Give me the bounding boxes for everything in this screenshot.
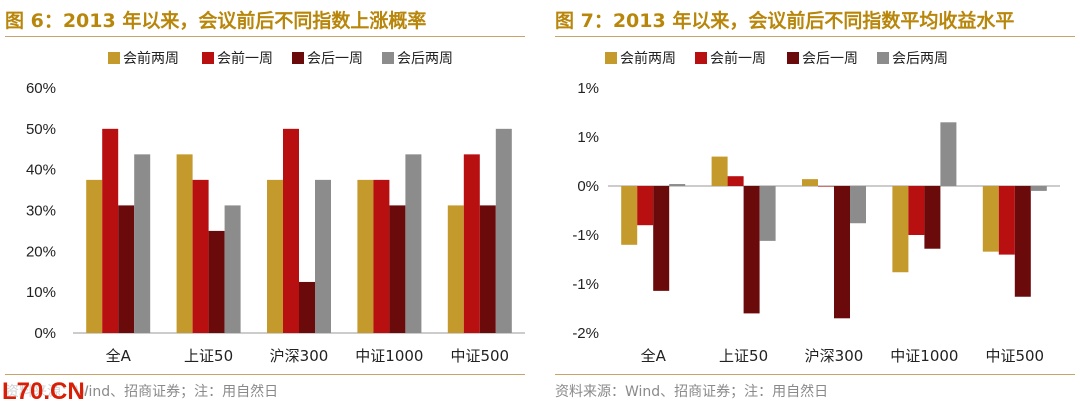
source-divider xyxy=(5,374,525,375)
bar-4 xyxy=(134,154,151,333)
x-category-label: 上证50 xyxy=(184,347,233,365)
bar-2 xyxy=(373,179,390,333)
source-note: 资料来源：Wind、招商证券；注：用自然日 xyxy=(555,384,829,400)
y-tick-label: 1% xyxy=(577,129,599,146)
bar-1 xyxy=(621,186,638,245)
watermark-logo: L70.CN xyxy=(2,378,85,406)
y-tick-label: -2% xyxy=(572,325,599,342)
x-category-label: 中证500 xyxy=(450,347,509,365)
x-category-label: 上证50 xyxy=(719,347,768,365)
bar-2 xyxy=(102,128,119,333)
bar-4 xyxy=(759,186,776,241)
legend-label: 会前一周 xyxy=(217,50,273,67)
legend-swatch xyxy=(695,52,707,64)
bar-1 xyxy=(982,186,999,252)
legend-swatch xyxy=(108,52,120,64)
legend-swatch xyxy=(605,52,617,64)
legend-swatch xyxy=(202,52,214,64)
bar-3 xyxy=(389,205,406,333)
y-tick-label: 1% xyxy=(577,80,599,97)
bar-1 xyxy=(176,154,193,333)
legend-swatch xyxy=(787,52,799,64)
bar-4 xyxy=(1030,186,1047,191)
legend-swatch xyxy=(382,52,394,64)
y-tick-label: 10% xyxy=(26,284,56,301)
bar-2 xyxy=(637,186,654,226)
legend-swatch xyxy=(292,52,304,64)
legend-label: 会后两周 xyxy=(892,51,948,67)
bar-2 xyxy=(283,128,299,333)
bar-3 xyxy=(208,230,225,333)
y-tick-label: 20% xyxy=(26,243,56,260)
bar-3 xyxy=(1014,186,1031,297)
y-tick-label: 0% xyxy=(34,325,56,342)
chart-title: 图 7：2013 年以来，会议前后不同指数平均收益水平 xyxy=(555,10,1015,32)
y-tick-label: 40% xyxy=(26,162,56,179)
bar-1 xyxy=(892,186,909,273)
y-tick-label: 30% xyxy=(26,203,56,220)
bar-4 xyxy=(224,205,241,333)
legend-label: 会后一周 xyxy=(307,51,363,67)
bar-4 xyxy=(405,154,422,333)
bar-4 xyxy=(940,122,957,186)
bar-2 xyxy=(192,179,209,333)
chart-panel-left: 图 6：2013 年以来，会议前后不同指数上涨概率 0% 10% 20% 30% 40%… xyxy=(0,0,530,415)
y-tick-label: 60% xyxy=(26,80,56,97)
x-category-label: 沪深300 xyxy=(270,347,329,365)
x-category-label: 全A xyxy=(106,347,132,365)
bar-4 xyxy=(315,179,331,333)
legend-label: 会前两周 xyxy=(123,50,179,67)
legend-label: 会后两周 xyxy=(397,51,453,67)
legend-label: 会后一周 xyxy=(802,51,858,67)
x-category-label: 沪深300 xyxy=(805,347,864,365)
bar-2 xyxy=(818,186,834,187)
bar-1 xyxy=(711,156,728,186)
bar-4 xyxy=(495,128,512,333)
bar-3 xyxy=(834,186,850,319)
bar-2 xyxy=(463,154,480,333)
bar-1 xyxy=(447,205,464,333)
bar-3 xyxy=(653,186,670,291)
y-tick-label: -1% xyxy=(572,276,599,293)
bar-1 xyxy=(267,179,283,333)
bar-2 xyxy=(727,176,744,186)
bar-chart-up-probability: 0% 10% 20% 30% 40% 50% 60% 全A 上证50 沪深300 中证1000 中证5… xyxy=(26,50,525,365)
x-category-label: 中证1000 xyxy=(355,347,423,365)
chart-title: 图 6：2013 年以来，会议前后不同指数上涨概率 xyxy=(5,10,427,32)
bar-3 xyxy=(479,205,496,333)
y-tick-label: 50% xyxy=(26,121,56,138)
legend-label: 会前两周 xyxy=(620,50,676,67)
y-tick-label: -1% xyxy=(572,227,599,244)
x-category-label: 中证500 xyxy=(985,347,1044,365)
bar-4 xyxy=(669,184,686,186)
legend-swatch xyxy=(877,52,889,64)
bar-3 xyxy=(743,186,760,314)
x-category-label: 全A xyxy=(641,347,667,365)
y-tick-label: 0% xyxy=(577,178,599,195)
bar-chart-average-return: -2% -1% -1% 0% 1% 1% 全A 上证50 沪深300 中证1000 中证500 会前两… xyxy=(572,50,1060,365)
bar-4 xyxy=(850,186,866,224)
source-divider xyxy=(555,374,1075,375)
bar-1 xyxy=(357,179,374,333)
bar-2 xyxy=(908,186,925,235)
bar-2 xyxy=(998,186,1015,255)
title-divider xyxy=(5,36,525,37)
bar-1 xyxy=(86,179,103,333)
title-divider xyxy=(555,36,1075,37)
bar-3 xyxy=(924,186,941,249)
bar-3 xyxy=(118,205,135,333)
legend-label: 会前一周 xyxy=(710,50,766,67)
bar-3 xyxy=(299,281,315,333)
chart-panel-right: 图 7：2013 年以来，会议前后不同指数平均收益水平 -2% -1% -1% 0% 1… xyxy=(550,0,1080,415)
bar-1 xyxy=(802,179,818,186)
x-category-label: 中证1000 xyxy=(890,347,958,365)
